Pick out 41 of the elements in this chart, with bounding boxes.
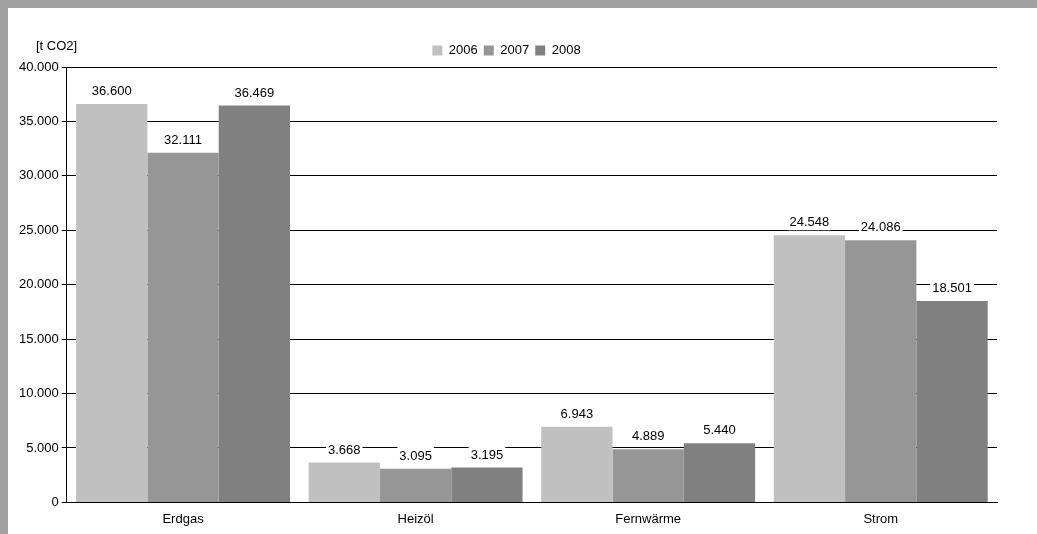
data-label: 5.440 [703,422,736,438]
y-tick-label: 30.000 [19,167,59,183]
data-label: 24.086 [860,219,901,235]
bar [683,443,756,502]
bar [379,468,452,502]
y-tick-label: 10.000 [19,385,59,401]
bar [147,152,219,502]
bar [308,462,380,502]
data-label: 24.548 [789,214,830,230]
data-label: 4.889 [631,428,665,444]
x-tick-label: Fernwärme [615,510,682,526]
bar [451,467,523,502]
y-tick-label: 40.000 [19,58,59,74]
bar [845,240,917,502]
bar [773,235,846,502]
x-tick-label: Strom [863,510,899,526]
data-label: 36.600 [91,83,132,99]
data-label: 3.668 [328,441,361,457]
data-label: 6.943 [560,405,594,421]
data-label: 3.095 [399,447,432,463]
data-label: 3.195 [470,446,504,462]
bar [916,301,988,502]
data-label: 18.501 [932,280,972,296]
x-tick-label: Heizöl [397,510,434,526]
y-axis-title: [t CO2] [36,38,78,53]
y-tick-label: 25.000 [19,221,59,237]
bar [76,104,148,502]
x-tick-label: Erdgas [162,510,205,526]
legend-label: 2007 [500,42,530,58]
legend-label: 2006 [448,42,478,58]
y-tick-label: 20.000 [19,276,59,292]
legend-label: 2008 [551,42,581,58]
data-label: 32.111 [164,131,202,147]
y-tick-label: 5.000 [26,439,59,455]
bar [218,105,291,502]
bar [541,426,613,502]
y-tick-label: 15.000 [19,330,59,346]
bar [612,449,684,502]
y-tick-label: 35.000 [19,113,59,128]
y-tick-label: 0 [51,493,59,509]
data-label: 36.469 [234,84,275,100]
